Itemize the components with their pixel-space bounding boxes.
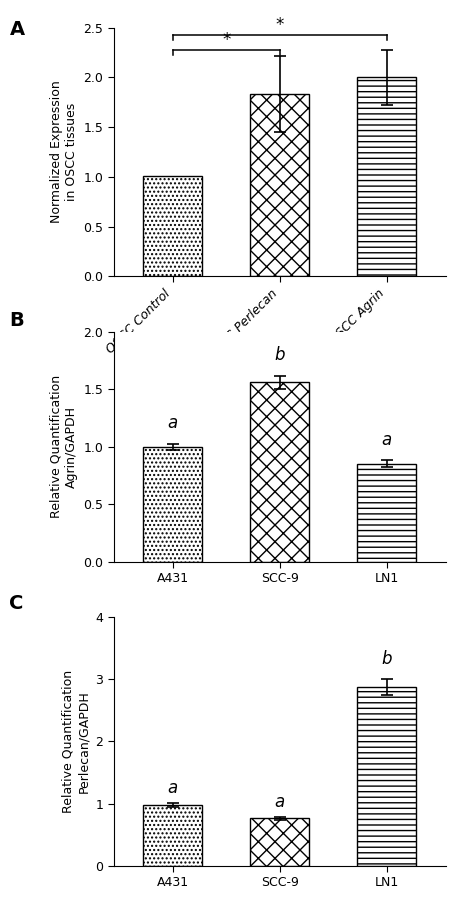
- Y-axis label: Relative Quantification
Perlecan/GAPDH: Relative Quantification Perlecan/GAPDH: [62, 670, 90, 813]
- Bar: [250, 94, 309, 276]
- Text: *: *: [275, 16, 284, 33]
- Y-axis label: Relative Quantification
Agrin/GAPDH: Relative Quantification Agrin/GAPDH: [50, 375, 78, 519]
- Text: a: a: [382, 431, 392, 449]
- Bar: [250, 819, 309, 866]
- Text: a: a: [167, 779, 178, 797]
- Y-axis label: Normalized Expression
in OSCC tissues: Normalized Expression in OSCC tissues: [50, 81, 78, 223]
- Bar: [357, 687, 416, 866]
- Text: a: a: [274, 793, 285, 810]
- Text: B: B: [9, 311, 24, 331]
- Text: A: A: [9, 20, 25, 40]
- Bar: [250, 382, 309, 562]
- Text: a: a: [167, 414, 178, 432]
- Bar: [357, 77, 416, 276]
- Text: b: b: [274, 346, 285, 365]
- Text: b: b: [382, 650, 392, 668]
- Text: C: C: [9, 594, 24, 613]
- Bar: [357, 464, 416, 562]
- Bar: [143, 176, 202, 276]
- Bar: [143, 805, 202, 866]
- Text: *: *: [222, 30, 230, 49]
- Bar: [143, 447, 202, 562]
